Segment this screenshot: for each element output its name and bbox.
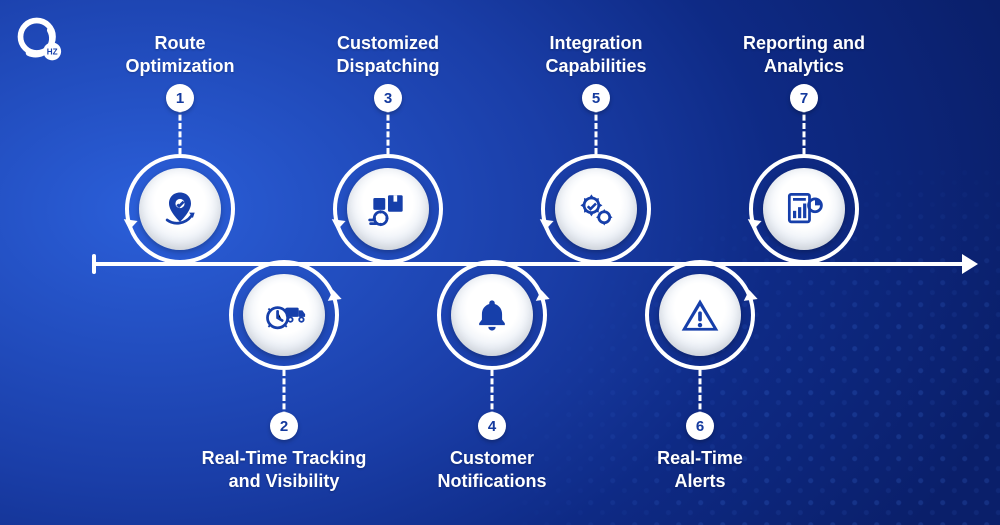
pin-check-arrow-icon	[158, 187, 202, 231]
step-label: CustomerNotifications	[392, 447, 592, 492]
step-ring-arrow-icon	[746, 219, 761, 231]
step-label: Real-TimeAlerts	[600, 447, 800, 492]
step-ring-arrow-icon	[330, 219, 345, 231]
packages-gear-icon	[366, 187, 410, 231]
step-node-3: 3CustomizedDispatching	[333, 154, 443, 264]
report-chart-icon	[782, 187, 826, 231]
step-disc	[451, 274, 533, 356]
step-number-badge: 5	[582, 84, 610, 112]
alert-triangle-icon	[678, 293, 722, 337]
clock-truck-icon	[262, 293, 306, 337]
step-ring-arrow-icon	[538, 219, 553, 231]
bell-icon	[470, 293, 514, 337]
step-label: RouteOptimization	[80, 32, 280, 77]
step-ring-arrow-icon	[742, 289, 757, 301]
step-node-5: 5IntegrationCapabilities	[541, 154, 651, 264]
step-node-4: 4CustomerNotifications	[437, 260, 547, 370]
step-disc	[347, 168, 429, 250]
step-ring-arrow-icon	[326, 289, 341, 301]
step-disc	[139, 168, 221, 250]
step-ring-arrow-icon	[122, 219, 137, 231]
step-number-badge: 1	[166, 84, 194, 112]
gears-check-icon	[574, 187, 618, 231]
step-node-7: 7Reporting andAnalytics	[749, 154, 859, 264]
step-node-2: 2Real-Time Trackingand Visibility	[229, 260, 339, 370]
step-node-6: 6Real-TimeAlerts	[645, 260, 755, 370]
step-label: Reporting andAnalytics	[704, 32, 904, 77]
step-number-badge: 2	[270, 412, 298, 440]
step-node-1: 1RouteOptimization	[125, 154, 235, 264]
step-disc	[555, 168, 637, 250]
step-disc	[763, 168, 845, 250]
step-number-badge: 4	[478, 412, 506, 440]
diagram-stage: 1RouteOptimization2Real-Time Trackingand…	[0, 0, 1000, 525]
step-number-badge: 6	[686, 412, 714, 440]
step-label: IntegrationCapabilities	[496, 32, 696, 77]
step-number-badge: 7	[790, 84, 818, 112]
step-disc	[243, 274, 325, 356]
step-disc	[659, 274, 741, 356]
step-number-badge: 3	[374, 84, 402, 112]
step-label: Real-Time Trackingand Visibility	[184, 447, 384, 492]
step-ring-arrow-icon	[534, 289, 549, 301]
step-label: CustomizedDispatching	[288, 32, 488, 77]
